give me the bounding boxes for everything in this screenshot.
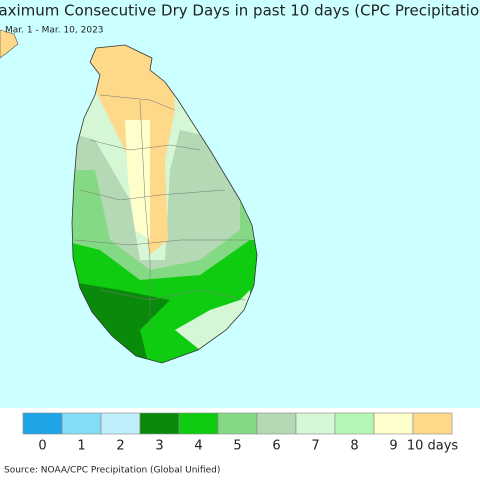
legend-swatch [139,412,180,435]
legend-swatch [412,412,453,435]
source: Source: NOAA/CPC Precipitation (Global U… [4,466,220,476]
legend: 0 1 2 3 4 5 6 7 8 9 10 days [22,412,459,454]
legend-label: 7 [311,439,319,454]
legend-label: 2 [116,439,124,454]
legend-swatch [217,412,258,435]
island-outline [71,44,258,364]
legend-label: 6 [272,439,280,454]
legend-label: 9 [389,439,397,454]
legend-swatch [22,412,63,435]
legend-label: 8 [350,439,358,454]
mainland [0,29,19,59]
legend-swatch [61,412,102,435]
legend-label: 0 [38,439,46,454]
subtitle: Mar. 1 - Mar. 10, 2023 [5,26,104,36]
legend-label: 3 [155,439,163,454]
legend-swatch [256,412,297,435]
legend-swatch [100,412,141,435]
legend-swatch [334,412,375,435]
legend-label: 5 [233,439,241,454]
district-lines [74,94,250,330]
legend-swatch [178,412,219,435]
legend-swatch [295,412,336,435]
title: Maximum Consecutive Dry Days in past 10 … [0,2,480,20]
legend-label: 10 days [407,439,459,454]
legend-swatch [373,412,414,435]
legend-label: 1 [77,439,85,454]
legend-label: 4 [194,439,202,454]
